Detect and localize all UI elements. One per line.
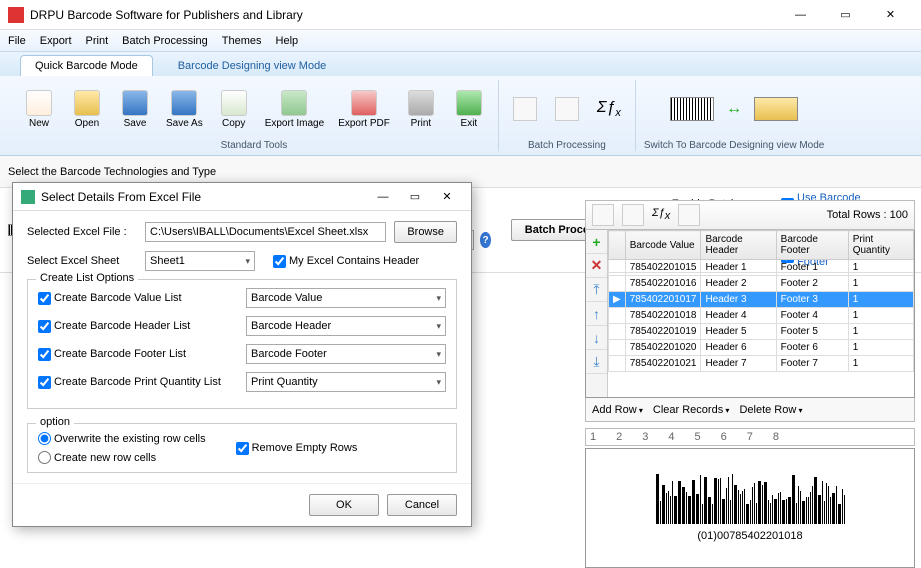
- clear-records-menu[interactable]: Clear Records: [653, 404, 730, 416]
- cancel-button[interactable]: Cancel: [387, 494, 457, 516]
- browse-button[interactable]: Browse: [394, 221, 457, 243]
- menu-themes[interactable]: Themes: [222, 35, 262, 47]
- row-delete[interactable]: ✕: [586, 254, 607, 278]
- ribbon-switch-1[interactable]: [664, 95, 720, 123]
- option-legend: option: [36, 416, 74, 428]
- ribbon-group-switch-label: Switch To Barcode Designing view Mode: [644, 140, 824, 151]
- ribbon-export-pdf[interactable]: Export PDF: [334, 88, 394, 131]
- check-remove-empty[interactable]: Remove Empty Rows: [236, 432, 358, 464]
- ruler: 12345678: [585, 428, 915, 446]
- check-qty-list[interactable]: Create Barcode Print Quantity List: [38, 376, 238, 389]
- menu-batch[interactable]: Batch Processing: [122, 35, 208, 47]
- table-toolbar: Σƒx Total Rows : 100: [585, 200, 915, 230]
- dialog-title: Select Details From Excel File: [41, 190, 367, 204]
- barcode-value-right: (01)00785402201018: [697, 530, 802, 542]
- data-grid[interactable]: Barcode ValueBarcode HeaderBarcode Foote…: [608, 230, 914, 397]
- add-row-menu[interactable]: Add Row: [592, 404, 643, 416]
- menu-print[interactable]: Print: [86, 35, 109, 47]
- arrow-icon: ↔: [726, 100, 742, 118]
- create-list-legend: Create List Options: [36, 272, 138, 284]
- table-tool-3[interactable]: [678, 204, 700, 226]
- table-row[interactable]: 785402201019Header 5Footer 51: [609, 324, 914, 340]
- table-tool-1[interactable]: [592, 204, 614, 226]
- ribbon-export-image[interactable]: Export Image: [261, 88, 328, 131]
- ribbon-print[interactable]: Print: [400, 88, 442, 131]
- check-header-list[interactable]: Create Barcode Header List: [38, 320, 238, 333]
- ribbon-switch-2[interactable]: [748, 95, 804, 123]
- ribbon-copy[interactable]: Copy: [213, 88, 255, 131]
- select-tech-label: Select the Barcode Technologies and Type: [8, 166, 216, 178]
- combo-header[interactable]: Barcode Header: [246, 316, 446, 336]
- table-tool-2[interactable]: [622, 204, 644, 226]
- maximize-button[interactable]: ▭: [823, 1, 868, 29]
- close-button[interactable]: ✕: [868, 1, 913, 29]
- table-row[interactable]: 785402201015Header 1Footer 11: [609, 260, 914, 276]
- window-title: DRPU Barcode Software for Publishers and…: [30, 8, 778, 22]
- table-row[interactable]: 785402201018Header 4Footer 41: [609, 308, 914, 324]
- app-icon: [8, 7, 24, 23]
- ribbon-saveas[interactable]: Save As: [162, 88, 207, 131]
- tab-designing-mode[interactable]: Barcode Designing view Mode: [163, 55, 342, 76]
- excel-dialog: Select Details From Excel File — ▭ ✕ Sel…: [12, 182, 472, 527]
- dialog-minimize[interactable]: —: [367, 185, 399, 209]
- dialog-close[interactable]: ✕: [431, 185, 463, 209]
- radio-createnew[interactable]: Create new row cells: [38, 451, 206, 464]
- ribbon-batch-2[interactable]: [549, 95, 585, 123]
- row-add[interactable]: +: [586, 230, 607, 254]
- row-down[interactable]: ↓: [586, 326, 607, 350]
- dialog-icon: [21, 190, 35, 204]
- barcode-preview-right: (01)00785402201018: [585, 448, 915, 568]
- check-footer-list[interactable]: Create Barcode Footer List: [38, 348, 238, 361]
- sheet-combo[interactable]: Sheet1: [145, 251, 255, 271]
- row-up[interactable]: ↑: [586, 302, 607, 326]
- combo-footer[interactable]: Barcode Footer: [246, 344, 446, 364]
- ribbon: New Open Save Save As Copy Export Image …: [0, 76, 921, 156]
- mode-tabs: Quick Barcode Mode Barcode Designing vie…: [0, 52, 921, 76]
- file-path-field[interactable]: C:\Users\IBALL\Documents\Excel Sheet.xls…: [145, 222, 386, 242]
- menu-file[interactable]: File: [8, 35, 26, 47]
- ribbon-group-standard-label: Standard Tools: [221, 140, 288, 151]
- ribbon-batch-fx[interactable]: Σƒx: [591, 97, 627, 121]
- ribbon-save[interactable]: Save: [114, 88, 156, 131]
- ribbon-batch-1[interactable]: [507, 95, 543, 123]
- ribbon-open[interactable]: Open: [66, 88, 108, 131]
- total-rows-label: Total Rows : 100: [827, 209, 908, 221]
- table-row[interactable]: ▶785402201017Header 3Footer 31: [609, 292, 914, 308]
- minimize-button[interactable]: —: [778, 1, 823, 29]
- check-value-list[interactable]: Create Barcode Value List: [38, 292, 238, 305]
- ok-button[interactable]: OK: [309, 494, 379, 516]
- menu-export[interactable]: Export: [40, 35, 72, 47]
- table-footer: Add Row Clear Records Delete Row: [585, 398, 915, 422]
- row-bottom[interactable]: ⤓: [586, 350, 607, 374]
- combo-value[interactable]: Barcode Value: [246, 288, 446, 308]
- titlebar: DRPU Barcode Software for Publishers and…: [0, 0, 921, 30]
- dialog-maximize[interactable]: ▭: [399, 185, 431, 209]
- table-tool-fx[interactable]: Σƒx: [652, 207, 670, 222]
- help-icon[interactable]: ?: [480, 232, 491, 248]
- ribbon-group-batch-label: Batch Processing: [528, 140, 606, 151]
- delete-row-menu[interactable]: Delete Row: [739, 404, 802, 416]
- check-contains-header[interactable]: My Excel Contains Header: [273, 255, 419, 268]
- ribbon-new[interactable]: New: [18, 88, 60, 131]
- selected-file-label: Selected Excel File :: [27, 226, 137, 238]
- row-top[interactable]: ⤒: [586, 278, 607, 302]
- ribbon-exit[interactable]: Exit: [448, 88, 490, 131]
- table-row[interactable]: 785402201021Header 7Footer 71: [609, 356, 914, 372]
- combo-qty[interactable]: Print Quantity: [246, 372, 446, 392]
- select-sheet-label: Select Excel Sheet: [27, 255, 137, 267]
- table-row[interactable]: 785402201016Header 2Footer 21: [609, 276, 914, 292]
- menu-help[interactable]: Help: [276, 35, 299, 47]
- radio-overwrite[interactable]: Overwrite the existing row cells: [38, 432, 206, 445]
- table-row[interactable]: 785402201020Header 6Footer 61: [609, 340, 914, 356]
- tab-quick-mode[interactable]: Quick Barcode Mode: [20, 55, 153, 76]
- menubar: File Export Print Batch Processing Theme…: [0, 30, 921, 52]
